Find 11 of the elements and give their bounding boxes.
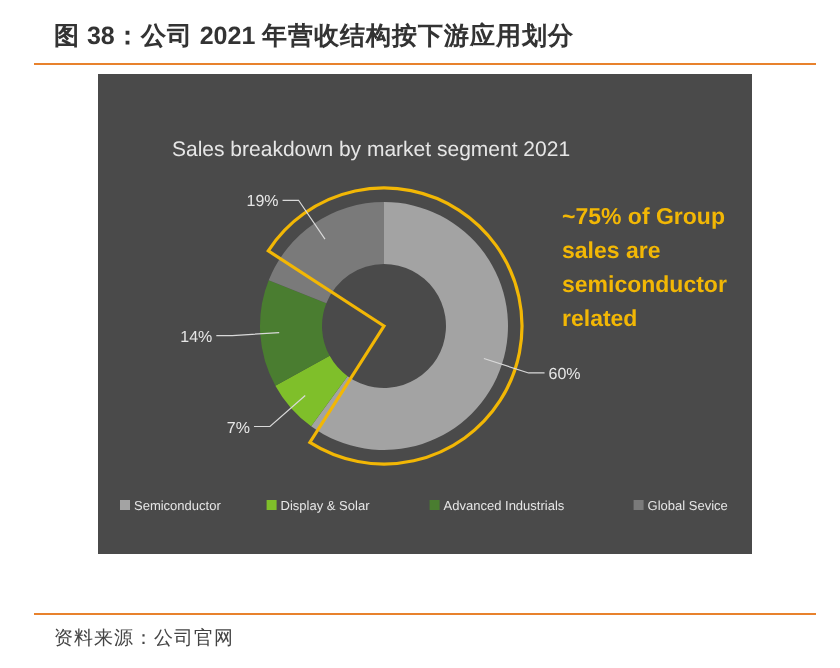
donut-slice: [311, 202, 508, 450]
text: ~75% of Group sales are semiconductor related: [562, 206, 728, 332]
donut-slice: [260, 280, 330, 386]
text: 资料来源：公司官网: [54, 626, 234, 650]
data-label: 19%: [246, 192, 279, 211]
chart-title: 图 38：公司 2021 年营收结构按下游应用划分: [54, 20, 577, 50]
donut-slice: [275, 355, 348, 427]
data-label: 14%: [180, 327, 213, 346]
data-label: 60%: [548, 364, 581, 383]
data-label: 7%: [226, 418, 250, 437]
chart-subtitle: Sales breakdown by market segment 2021: [172, 138, 571, 162]
